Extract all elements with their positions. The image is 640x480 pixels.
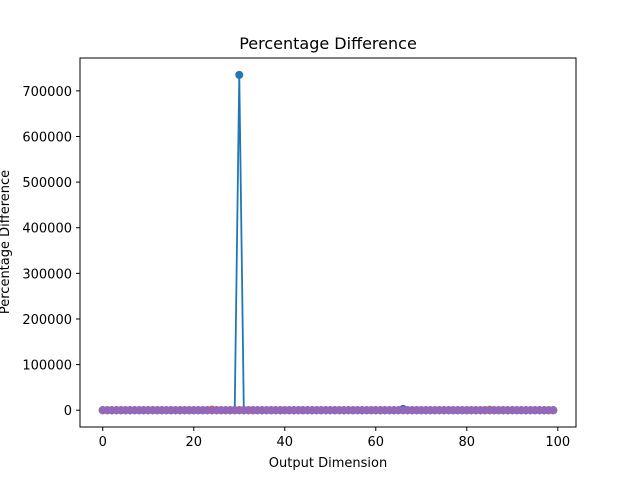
- x-tick-label: 40: [276, 435, 293, 450]
- y-tick-label: 0: [64, 404, 72, 419]
- x-tick-label: 20: [185, 435, 202, 450]
- x-tick-label: 100: [545, 435, 570, 450]
- series-1-point: [235, 70, 244, 79]
- series-5-point: [549, 406, 558, 415]
- x-tick-label: 80: [459, 435, 476, 450]
- series-layer: [98, 70, 558, 415]
- y-axis-label: Percentage Difference: [0, 170, 13, 314]
- y-tick-label: 500000: [22, 176, 72, 191]
- x-tick-label: 60: [368, 435, 385, 450]
- x-tick-label: 0: [99, 435, 107, 450]
- x-axis: 0 20 40 60 80 100: [99, 427, 570, 450]
- y-tick-label: 200000: [22, 313, 72, 328]
- plot-area-frame: [79, 57, 577, 428]
- y-axis: 0 100000 200000 300000 400000 500000 600000 700…: [22, 85, 80, 419]
- y-tick-label: 400000: [22, 222, 72, 237]
- chart-title: Percentage Difference: [239, 34, 417, 53]
- x-axis-label: Output Dimension: [269, 456, 387, 471]
- y-tick-label: 300000: [22, 267, 72, 282]
- series-5: [98, 406, 558, 415]
- y-tick-label: 600000: [22, 130, 72, 145]
- y-tick-label: 700000: [22, 85, 72, 100]
- y-tick-label: 100000: [22, 359, 72, 374]
